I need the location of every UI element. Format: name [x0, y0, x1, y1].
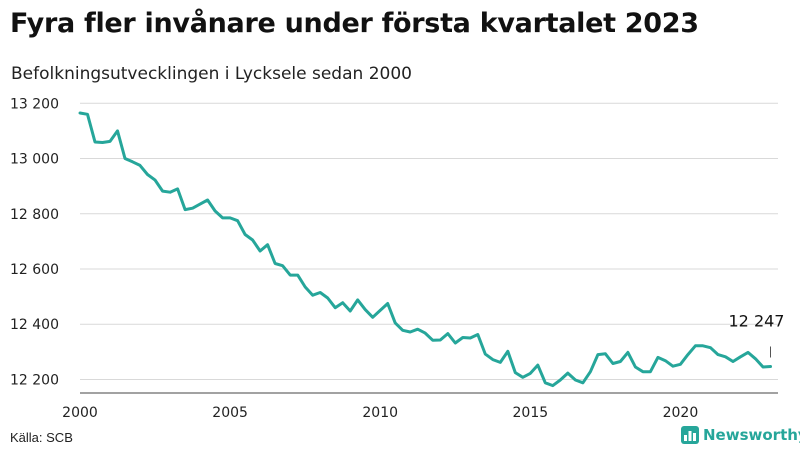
x-tick-label: 2010	[362, 405, 398, 420]
y-tick-label: 13 000	[10, 152, 59, 168]
annotation-group: 12 247	[729, 311, 785, 358]
last-value-annotation: 12 247	[729, 311, 785, 330]
chart-subtitle: Befolkningsutvecklingen i Lycksele sedan…	[11, 64, 412, 84]
x-tick-label: 2015	[513, 405, 549, 420]
chart-title: Fyra fler invånare under första kvartale…	[10, 8, 699, 39]
y-tick-label: 13 200	[10, 96, 59, 112]
line-chart: 12 200 12 400 12 600 12 800 13 000 13 200 200…	[10, 96, 785, 420]
newsworthy-brand: Newsworthy	[681, 426, 800, 444]
gridlines	[80, 102, 778, 380]
y-axis: 12 200 12 400 12 600 12 800 13 000 13 200	[10, 96, 59, 388]
source-credit: Källa: SCB	[10, 430, 73, 445]
bar-chart-icon	[681, 426, 699, 444]
x-tick-label: 2020	[663, 405, 699, 420]
y-tick-label: 12 400	[10, 317, 59, 333]
x-tick-label: 2000	[62, 405, 98, 420]
x-tick-label: 2005	[212, 405, 248, 420]
brand-name: Newsworthy	[703, 426, 800, 444]
x-axis: 2000 2005 2010 2015 2020	[62, 392, 778, 420]
y-tick-label: 12 800	[10, 207, 59, 223]
y-tick-label: 12 600	[10, 262, 59, 278]
y-tick-label: 12 200	[10, 372, 59, 388]
series-line	[78, 111, 772, 388]
series-group	[78, 111, 772, 388]
